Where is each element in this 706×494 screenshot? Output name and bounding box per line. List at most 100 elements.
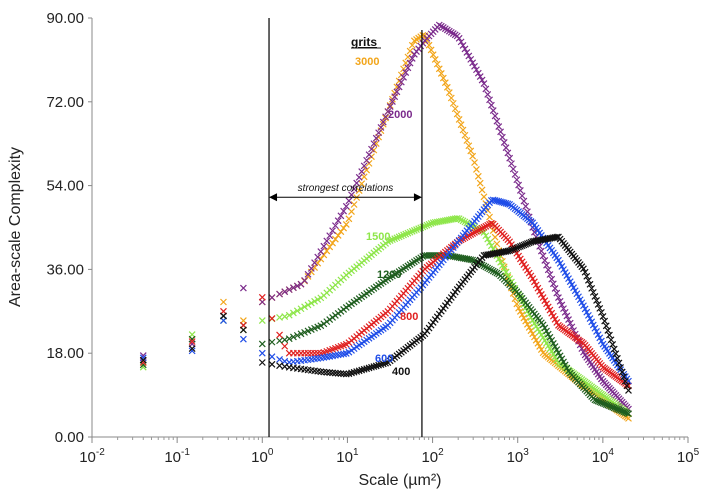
point-3000 — [453, 110, 461, 118]
point-3000 — [340, 224, 348, 232]
point-1200 — [289, 333, 297, 341]
point-2000 — [555, 294, 562, 302]
point-2000 — [495, 123, 503, 130]
point-400 — [581, 268, 589, 276]
point-3000 — [331, 235, 339, 243]
point-2000 — [379, 118, 387, 126]
point-600 — [139, 354, 147, 362]
point-2000 — [395, 83, 403, 91]
x-tick-label: 10-1 — [164, 447, 190, 466]
series-layer — [139, 21, 632, 422]
point-2000 — [513, 176, 521, 184]
point-3000 — [317, 255, 325, 263]
point-3000 — [408, 41, 416, 49]
point-400 — [508, 246, 515, 254]
point-2000 — [353, 179, 361, 187]
point-3000 — [447, 94, 455, 102]
point-3000 — [329, 239, 336, 247]
point-3000 — [532, 336, 540, 344]
point-400 — [593, 296, 600, 304]
point-2000 — [478, 76, 486, 84]
point-3000 — [491, 233, 499, 241]
point-2000 — [482, 85, 490, 93]
point-400 — [520, 241, 528, 249]
point-1500 — [459, 217, 467, 225]
point-800 — [532, 281, 540, 289]
point-2000 — [489, 107, 497, 114]
point-800 — [537, 291, 545, 298]
point-1500 — [482, 232, 490, 240]
x-axis-title: Scale (µm²) — [359, 472, 442, 489]
point-2000 — [397, 78, 405, 86]
point-2000 — [486, 96, 493, 104]
point-1200 — [268, 338, 276, 346]
point-1500 — [498, 262, 506, 270]
point-600 — [581, 305, 589, 313]
point-400 — [506, 247, 514, 255]
point-800 — [268, 315, 276, 322]
point-2000 — [516, 186, 524, 194]
point-3000 — [427, 46, 435, 54]
point-3000 — [493, 240, 501, 248]
point-2000 — [293, 282, 301, 290]
point-400 — [625, 387, 632, 394]
series-400 — [139, 233, 632, 394]
point-1500 — [455, 215, 463, 223]
point-3000 — [474, 172, 482, 180]
point-3000 — [536, 343, 544, 350]
point-2000 — [536, 242, 544, 250]
point-400 — [515, 243, 523, 251]
point-2000 — [239, 284, 247, 292]
point-2000 — [402, 69, 410, 76]
point-400 — [363, 365, 371, 373]
point-2000 — [365, 151, 373, 159]
point-3000 — [467, 147, 475, 155]
y-tick-label: 0.00 — [55, 429, 84, 446]
point-2000 — [474, 69, 482, 77]
point-400 — [621, 377, 629, 385]
point-3000 — [520, 314, 528, 322]
point-1500 — [461, 218, 469, 226]
point-3000 — [220, 298, 227, 306]
point-1500 — [495, 255, 503, 263]
point-1500 — [406, 228, 414, 236]
point-2000 — [389, 98, 396, 106]
point-400 — [599, 312, 607, 320]
point-2000 — [340, 207, 348, 215]
point-3000 — [461, 131, 469, 139]
point-3000 — [439, 74, 447, 82]
point-3000 — [372, 140, 380, 148]
point-2000 — [509, 165, 517, 173]
point-400 — [509, 245, 517, 253]
point-3000 — [350, 201, 358, 208]
x-tick-label: 100 — [251, 447, 274, 466]
point-2000 — [508, 160, 515, 168]
point-800 — [529, 275, 537, 283]
point-400 — [511, 245, 519, 252]
point-3000 — [404, 53, 412, 61]
point-3000 — [478, 186, 486, 194]
point-3000 — [455, 115, 463, 123]
point-400 — [612, 350, 620, 358]
point-400 — [591, 292, 599, 300]
point-2000 — [480, 80, 488, 87]
point-3000 — [382, 114, 390, 122]
point-1500 — [415, 225, 423, 233]
point-1500 — [410, 227, 418, 234]
point-400 — [524, 240, 531, 248]
y-ticks: 0.00 18.00 36.00 54.00 72.00 90.00 — [46, 10, 92, 446]
point-1500 — [486, 239, 493, 246]
point-400 — [594, 300, 602, 308]
point-3000 — [435, 65, 443, 73]
point-1200 — [188, 335, 196, 343]
point-800 — [281, 342, 289, 350]
y-tick-label: 36.00 — [46, 261, 84, 278]
correlation-label: strongest correlations — [298, 183, 394, 194]
point-3000 — [522, 317, 530, 325]
point-3000 — [486, 213, 493, 221]
point-2000 — [493, 117, 501, 125]
point-2000 — [553, 289, 561, 297]
point-2000 — [487, 101, 495, 109]
point-1500 — [311, 297, 318, 305]
point-1500 — [518, 297, 526, 305]
